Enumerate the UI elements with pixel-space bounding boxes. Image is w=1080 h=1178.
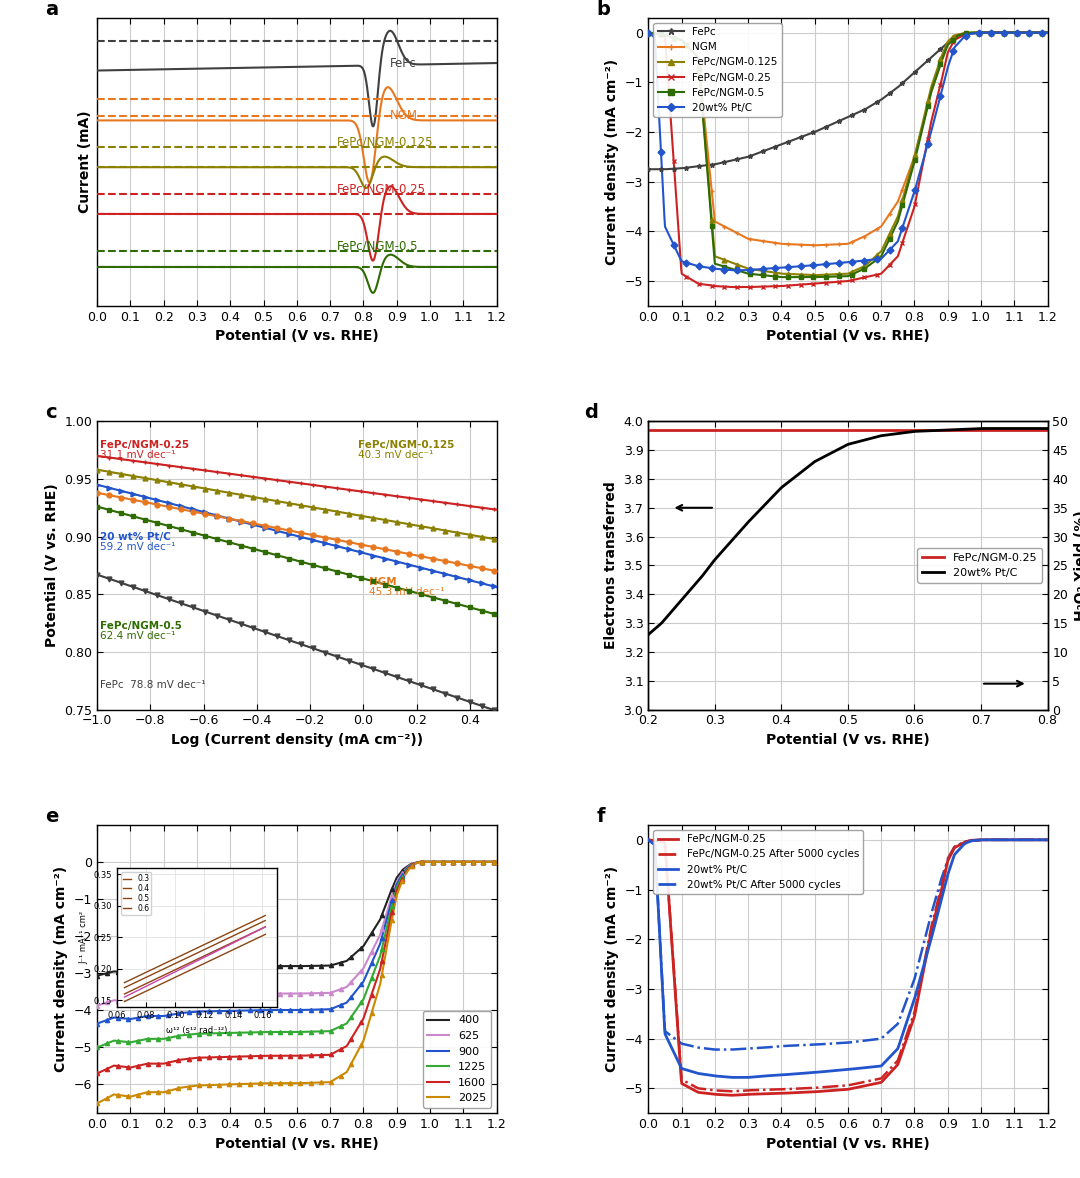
FePc/NGM-0.25 After 5000 cycles (725, 1084, 738, 1098)
FePc/NGM-0.25 After 5000 cycles (666, 953, 679, 967)
Legend: FePc/NGM-0.25, 20wt% Pt/C: FePc/NGM-0.25, 20wt% Pt/C (917, 548, 1042, 583)
Text: 40.3 mV dec⁻¹: 40.3 mV dec⁻¹ (359, 450, 433, 461)
FePc/NGM-0.25 (950, 840, 963, 854)
20wt% Pt/C (950, 845, 963, 859)
20wt% Pt/C (666, 1044, 679, 1058)
Text: d: d (584, 403, 598, 423)
FePc/NGM-0.25 After 5000 cycles (889, 1057, 902, 1071)
Text: c: c (45, 403, 57, 423)
FePc/NGM-0.25 (666, 955, 679, 969)
Text: FePc: FePc (390, 58, 417, 71)
Line: FePc/NGM-0.25: FePc/NGM-0.25 (648, 840, 1054, 1096)
Y-axis label: Current density (mA cm⁻²): Current density (mA cm⁻²) (54, 866, 68, 1072)
FePc/NGM-0.25 After 5000 cycles (878, 1067, 891, 1081)
Legend: 400, 625, 900, 1225, 1600, 2025: 400, 625, 900, 1225, 1600, 2025 (422, 1011, 491, 1107)
Text: 31.1 mV dec⁻¹: 31.1 mV dec⁻¹ (99, 450, 175, 461)
20wt% Pt/C After 5000 cycles (901, 991, 914, 1005)
Text: FePc/NGM-0.25: FePc/NGM-0.25 (99, 439, 189, 450)
FePc/NGM-0.25 After 5000 cycles (901, 1026, 914, 1040)
Text: FePc/NGM-0.5: FePc/NGM-0.5 (337, 240, 418, 253)
20wt% Pt/C (725, 1071, 738, 1085)
20wt% Pt/C After 5000 cycles (878, 1028, 891, 1043)
Text: 45.3 mV dec⁻¹: 45.3 mV dec⁻¹ (368, 588, 444, 597)
Text: FePc/NGM-0.25: FePc/NGM-0.25 (337, 183, 426, 196)
X-axis label: Potential (V vs. RHE): Potential (V vs. RHE) (766, 733, 930, 747)
FePc/NGM-0.25 (642, 833, 654, 847)
Line: 20wt% Pt/C: 20wt% Pt/C (648, 840, 1054, 1078)
X-axis label: Potential (V vs. RHE): Potential (V vs. RHE) (766, 1137, 930, 1151)
20wt% Pt/C After 5000 cycles (889, 1019, 902, 1033)
Text: FePc/NGM-0.5: FePc/NGM-0.5 (99, 621, 181, 631)
X-axis label: Log (Current density (mA cm⁻²)): Log (Current density (mA cm⁻²)) (171, 733, 423, 747)
Line: FePc/NGM-0.25 After 5000 cycles: FePc/NGM-0.25 After 5000 cycles (648, 840, 1054, 1091)
20wt% Pt/C After 5000 cycles (1048, 833, 1061, 847)
Text: f: f (596, 807, 605, 826)
Text: NGM: NGM (368, 577, 396, 587)
20wt% Pt/C After 5000 cycles (991, 833, 1004, 847)
20wt% Pt/C After 5000 cycles (666, 1031, 679, 1045)
Text: FePc/NGM-0.125: FePc/NGM-0.125 (359, 439, 455, 450)
Text: 62.4 mV dec⁻¹: 62.4 mV dec⁻¹ (99, 631, 175, 641)
Legend: FePc/NGM-0.25, FePc/NGM-0.25 After 5000 cycles, 20wt% Pt/C, 20wt% Pt/C After 500: FePc/NGM-0.25, FePc/NGM-0.25 After 5000 … (653, 830, 863, 894)
Text: NGM: NGM (390, 108, 418, 121)
FePc/NGM-0.25 (901, 1030, 914, 1044)
Text: 59.2 mV dec⁻¹: 59.2 mV dec⁻¹ (99, 542, 175, 552)
20wt% Pt/C (878, 1055, 891, 1070)
FePc/NGM-0.25 After 5000 cycles (950, 839, 963, 853)
20wt% Pt/C (1048, 833, 1061, 847)
FePc/NGM-0.25 After 5000 cycles (1048, 833, 1061, 847)
Y-axis label: Current density (mA cm⁻²): Current density (mA cm⁻²) (606, 866, 619, 1072)
Y-axis label: H₂O₂ Yield (%): H₂O₂ Yield (%) (1074, 510, 1080, 621)
20wt% Pt/C (901, 1013, 914, 1027)
Text: FePc  78.8 mV dec⁻¹: FePc 78.8 mV dec⁻¹ (99, 680, 205, 689)
20wt% Pt/C After 5000 cycles (642, 833, 654, 847)
Text: a: a (45, 0, 58, 19)
Y-axis label: Electrons transferred: Electrons transferred (604, 482, 618, 649)
20wt% Pt/C After 5000 cycles (950, 839, 963, 853)
FePc/NGM-0.25 (991, 833, 1004, 847)
X-axis label: Potential (V vs. RHE): Potential (V vs. RHE) (215, 1137, 379, 1151)
FePc/NGM-0.25 (878, 1072, 891, 1086)
FePc/NGM-0.25 After 5000 cycles (642, 833, 654, 847)
Text: 20 wt% Pt/C: 20 wt% Pt/C (99, 532, 171, 542)
X-axis label: Potential (V vs. RHE): Potential (V vs. RHE) (215, 330, 379, 343)
FePc/NGM-0.25 (889, 1060, 902, 1074)
Line: 20wt% Pt/C After 5000 cycles: 20wt% Pt/C After 5000 cycles (648, 840, 1054, 1050)
Y-axis label: Current (mA): Current (mA) (78, 111, 92, 213)
FePc/NGM-0.25 (1048, 833, 1061, 847)
Text: e: e (45, 807, 58, 826)
Y-axis label: Current density (mA cm⁻²): Current density (mA cm⁻²) (606, 59, 619, 265)
Text: FePc/NGM-0.125: FePc/NGM-0.125 (337, 135, 433, 148)
20wt% Pt/C (991, 833, 1004, 847)
FePc/NGM-0.25 After 5000 cycles (991, 833, 1004, 847)
20wt% Pt/C (642, 833, 654, 847)
Text: b: b (596, 0, 610, 19)
20wt% Pt/C (889, 1044, 902, 1058)
Legend: FePc, NGM, FePc/NGM-0.125, FePc/NGM-0.25, FePc/NGM-0.5, 20wt% Pt/C: FePc, NGM, FePc/NGM-0.125, FePc/NGM-0.25… (653, 22, 782, 118)
Y-axis label: Potential (V vs. RHE): Potential (V vs. RHE) (44, 483, 58, 648)
FePc/NGM-0.25 (725, 1088, 738, 1103)
20wt% Pt/C After 5000 cycles (708, 1043, 721, 1057)
X-axis label: Potential (V vs. RHE): Potential (V vs. RHE) (766, 330, 930, 343)
